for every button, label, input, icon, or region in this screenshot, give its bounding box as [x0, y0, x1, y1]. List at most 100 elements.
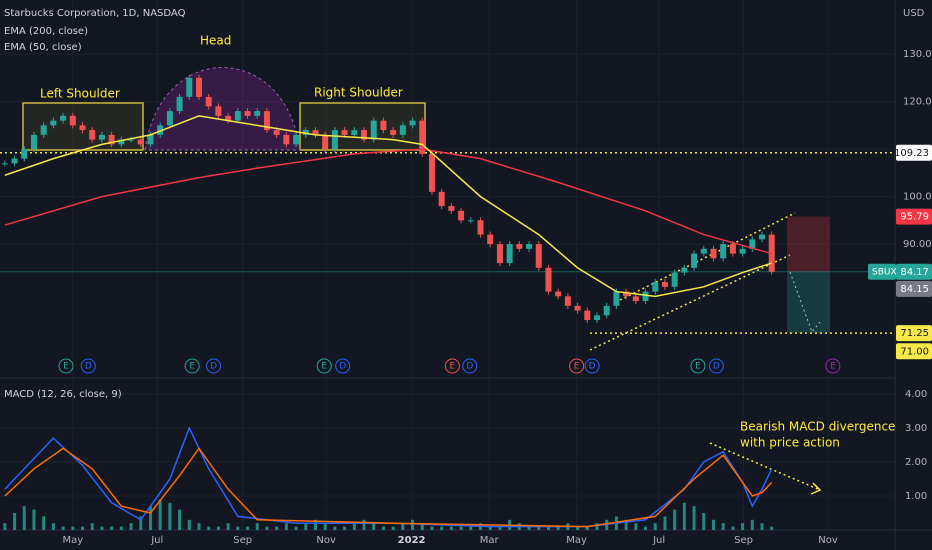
candle: [79, 125, 86, 131]
event-icon: [335, 358, 351, 374]
macd-histogram-bar: [430, 526, 434, 530]
x-tick-label: Nov: [818, 535, 838, 546]
candle: [1, 163, 8, 165]
candle: [195, 77, 202, 97]
event-label: E: [574, 362, 580, 372]
candle: [118, 139, 125, 145]
macd-line: [4, 447, 773, 528]
macd-histogram-bar: [71, 526, 75, 530]
candle: [302, 130, 309, 135]
event-label: D: [466, 362, 473, 372]
event-icon: [206, 358, 222, 374]
candle: [30, 134, 37, 150]
macd-histogram-bar: [702, 512, 706, 530]
macd-histogram-bar: [411, 519, 415, 530]
candle: [157, 125, 164, 135]
macd-histogram-bar: [51, 523, 55, 530]
macd-histogram-bar: [537, 526, 541, 530]
annotation: Bearish MACD divergence: [740, 420, 895, 434]
x-tick-label: Nov: [316, 535, 336, 546]
macd-histogram-bar: [304, 523, 308, 530]
macd-histogram-bar: [119, 526, 123, 530]
event-icon: [708, 358, 724, 374]
macd-histogram-bar: [197, 523, 201, 530]
price-label-box: [896, 280, 932, 297]
candle: [729, 244, 736, 254]
candle: [370, 120, 377, 140]
candle: [11, 158, 18, 164]
candle: [681, 267, 688, 273]
event-label: D: [713, 362, 720, 372]
candle: [390, 130, 397, 135]
macd-histogram-bar: [741, 523, 745, 530]
event-label: E: [189, 362, 195, 372]
candle: [419, 120, 426, 154]
candle: [341, 130, 348, 135]
event-icon: [184, 358, 200, 374]
macd-histogram-bar: [527, 526, 531, 530]
candle: [147, 134, 154, 145]
macd-histogram-bar: [498, 526, 502, 530]
ema-line: [4, 115, 772, 298]
y-tick-label: 2.00: [905, 457, 927, 468]
macd-histogram-bar: [187, 519, 191, 530]
macd-histogram-bar: [3, 523, 7, 530]
x-tick-label: Jul: [652, 535, 665, 546]
x-tick-label: May: [62, 535, 83, 546]
macd-histogram-bar: [216, 526, 220, 530]
indicator-label: EMA (50, close): [4, 42, 82, 53]
candle: [584, 310, 591, 321]
candle: [380, 120, 387, 131]
candle: [312, 130, 319, 135]
macd-histogram-bar: [129, 523, 133, 530]
candle: [623, 291, 630, 297]
macd-histogram-bar: [663, 516, 667, 530]
macd-histogram-bar: [313, 519, 317, 530]
macd-histogram-bar: [333, 526, 337, 530]
candle: [603, 305, 610, 316]
macd-histogram-bar: [634, 523, 638, 530]
event-label: E: [63, 362, 69, 372]
event-icon: [584, 358, 600, 374]
symbol-box: [868, 263, 896, 280]
candle: [215, 106, 222, 116]
candle: [545, 267, 552, 292]
macd-histogram-bar: [731, 526, 735, 530]
y-tick-label: 1.00: [905, 491, 927, 502]
macd-histogram-bar: [711, 519, 715, 530]
candle: [438, 191, 445, 207]
candle: [720, 244, 727, 259]
macd-histogram-bar: [284, 523, 288, 530]
candle: [166, 111, 173, 126]
candle: [613, 291, 620, 306]
x-tick-label: Mar: [480, 535, 500, 546]
macd-histogram-bar: [391, 526, 395, 530]
macd-histogram-bar: [246, 526, 250, 530]
candle: [69, 115, 76, 126]
candle: [749, 239, 756, 249]
y-tick-label: 120.00: [903, 97, 932, 108]
macd-histogram-bar: [61, 526, 65, 530]
event-label: D: [85, 362, 92, 372]
candle: [322, 134, 329, 150]
x-tick-label: Sep: [734, 535, 753, 546]
candle: [526, 244, 533, 249]
price-label: 109.23: [894, 148, 929, 159]
candle: [516, 244, 523, 249]
x-tick-label: Jul: [150, 535, 163, 546]
candle: [652, 282, 659, 292]
candle: [506, 244, 513, 264]
position-risk: [787, 216, 830, 272]
macd-histogram-bar: [682, 502, 686, 530]
macd-histogram-bar: [401, 523, 405, 530]
candle: [273, 130, 280, 135]
macd-histogram-bar: [100, 526, 104, 530]
macd-histogram-bar: [469, 526, 473, 530]
macd-histogram-bar: [22, 506, 26, 530]
candle: [40, 125, 47, 135]
macd-histogram-bar: [692, 506, 696, 530]
macd-histogram-bar: [770, 526, 774, 530]
channel-lower: [589, 254, 791, 351]
macd-histogram-bar: [372, 523, 376, 530]
